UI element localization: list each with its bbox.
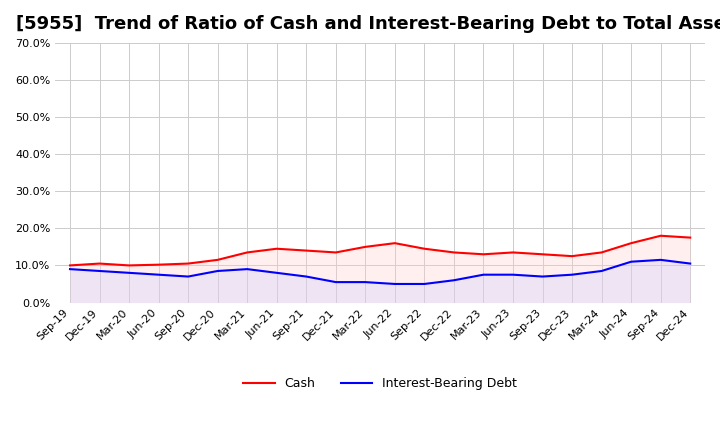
Interest-Bearing Debt (480, 272, 488, 277)
Cash (184, 261, 192, 266)
Interest-Bearing Debt (361, 279, 369, 285)
Interest-Bearing Debt (686, 261, 695, 266)
Cash (568, 253, 577, 259)
Cash (302, 248, 310, 253)
Interest-Bearing Debt (272, 270, 281, 275)
Interest-Bearing Debt (302, 274, 310, 279)
Line: Interest-Bearing Debt: Interest-Bearing Debt (70, 260, 690, 284)
Cash (480, 252, 488, 257)
Cash (66, 263, 74, 268)
Cash (420, 246, 428, 251)
Title: [5955]  Trend of Ratio of Cash and Interest-Bearing Debt to Total Assets: [5955] Trend of Ratio of Cash and Intere… (16, 15, 720, 33)
Interest-Bearing Debt (213, 268, 222, 274)
Cash (509, 250, 518, 255)
Interest-Bearing Debt (627, 259, 636, 264)
Cash (598, 250, 606, 255)
Cash (539, 252, 547, 257)
Cash (243, 250, 251, 255)
Interest-Bearing Debt (95, 268, 104, 274)
Cash (154, 262, 163, 268)
Interest-Bearing Debt (509, 272, 518, 277)
Line: Cash: Cash (70, 236, 690, 265)
Cash (686, 235, 695, 240)
Interest-Bearing Debt (243, 267, 251, 272)
Cash (627, 241, 636, 246)
Cash (449, 250, 458, 255)
Interest-Bearing Debt (390, 281, 399, 286)
Cash (213, 257, 222, 263)
Interest-Bearing Debt (184, 274, 192, 279)
Interest-Bearing Debt (598, 268, 606, 274)
Interest-Bearing Debt (125, 270, 133, 275)
Interest-Bearing Debt (331, 279, 340, 285)
Interest-Bearing Debt (66, 267, 74, 272)
Interest-Bearing Debt (539, 274, 547, 279)
Cash (361, 244, 369, 249)
Legend: Cash, Interest-Bearing Debt: Cash, Interest-Bearing Debt (238, 372, 522, 395)
Interest-Bearing Debt (154, 272, 163, 277)
Cash (657, 233, 665, 238)
Cash (95, 261, 104, 266)
Cash (390, 241, 399, 246)
Interest-Bearing Debt (420, 281, 428, 286)
Interest-Bearing Debt (449, 278, 458, 283)
Interest-Bearing Debt (657, 257, 665, 263)
Cash (125, 263, 133, 268)
Cash (331, 250, 340, 255)
Cash (272, 246, 281, 251)
Interest-Bearing Debt (568, 272, 577, 277)
